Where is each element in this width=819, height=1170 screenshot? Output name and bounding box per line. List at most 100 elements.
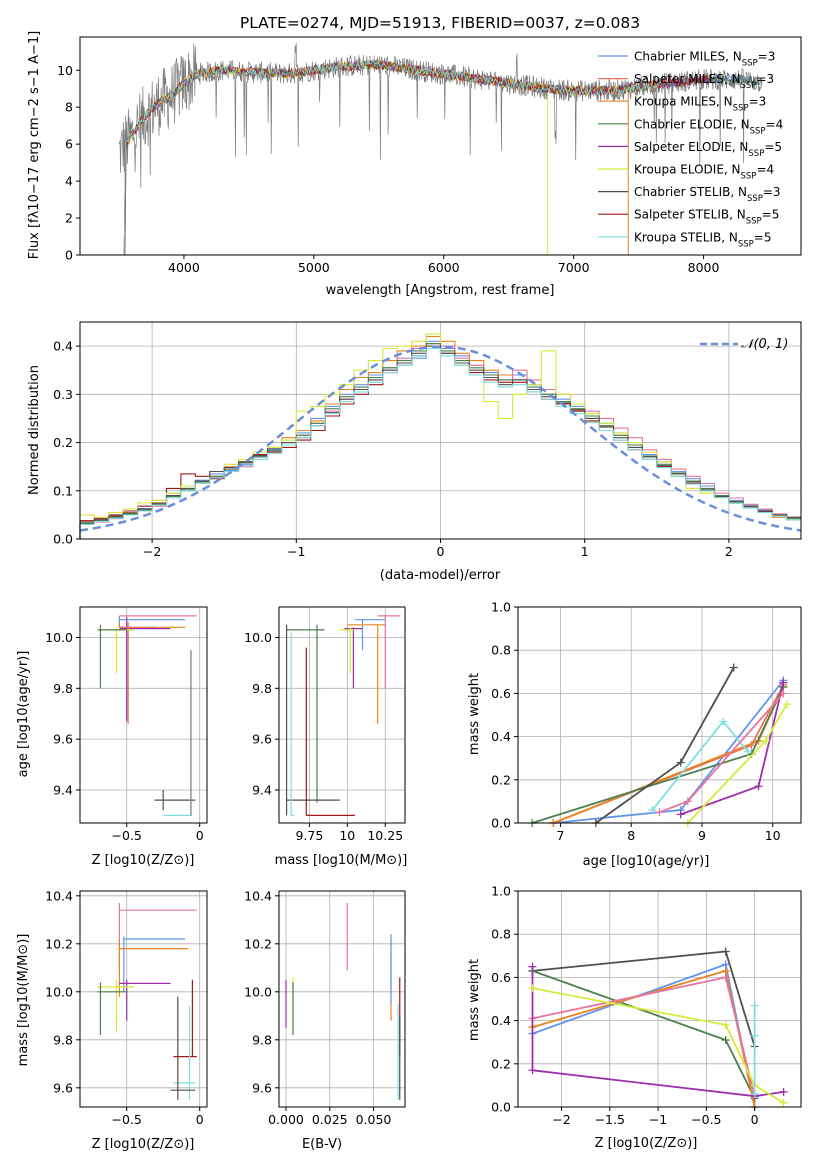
mass-weight-marker xyxy=(676,758,685,767)
mass-vs-extinction-panel: 0.000 0.025 0.050 9.6 9.8 10.0 10.2 10.4 xyxy=(244,888,406,1127)
y-tick-label: 0.6 xyxy=(491,970,511,985)
y-tick-label: 0.0 xyxy=(491,1100,511,1115)
mass-weight-marker xyxy=(779,1087,788,1096)
x-tick-label: −0.5 xyxy=(691,1112,721,1127)
residuals-plot-area xyxy=(79,333,802,539)
model-spectrum-line xyxy=(121,59,659,256)
mass-weight-marker xyxy=(721,947,730,956)
y-tick-label: 0.6 xyxy=(491,686,511,701)
axes-frame xyxy=(278,890,406,1108)
residuals-ylabel: Normed distribution xyxy=(27,365,42,495)
x-tick-label: 7 xyxy=(556,828,564,843)
x-tick-label: 1 xyxy=(581,544,589,559)
axes: 0.000 0.025 0.050 9.6 9.8 10.0 10.2 10.4 xyxy=(244,888,406,1127)
spectrum-plot-area xyxy=(116,42,763,256)
y-tick-label: 10.0 xyxy=(45,984,73,999)
y-tick-label: 9.6 xyxy=(252,732,272,747)
axes: 7 8 9 10 0.0 0.2 0.4 0.6 0.8 1.0 xyxy=(491,600,802,843)
axes: −2 −1.5 −1 −0.5 0 0.0 0.2 0.4 0.6 0.8 1.0 xyxy=(491,884,802,1127)
residual-histogram xyxy=(79,347,801,539)
x-tick-label: 10.25 xyxy=(367,828,403,843)
y-tick-label: 0.2 xyxy=(491,1056,511,1071)
x-tick-label: 5000 xyxy=(298,260,330,275)
y-tick-label: 9.8 xyxy=(53,681,73,696)
y-tick-label: 10.2 xyxy=(244,936,272,951)
x-tick-label: 0.050 xyxy=(356,1112,392,1127)
mass-weight-marker xyxy=(779,689,788,698)
y-tick-label: 10 xyxy=(57,63,73,78)
age-vs-mass-panel: 9.75 10 10.25 9.4 9.6 9.8 10.0 xyxy=(244,606,406,843)
spectrum-axes: 4000 5000 6000 7000 8000 0 2 4 6 8 10 xyxy=(57,36,802,275)
residuals-xlabel: (data-model)/error xyxy=(380,568,501,583)
y-tick-label: 10.0 xyxy=(45,630,73,645)
x-tick-label: 0.000 xyxy=(268,1112,304,1127)
y-tick-label: 6 xyxy=(65,137,73,152)
axes-frame xyxy=(79,890,208,1108)
model-spectrum-line xyxy=(120,60,710,256)
x-tick-label: 8 xyxy=(627,828,635,843)
plot-area xyxy=(97,615,197,816)
y-tick-label: 10.2 xyxy=(45,936,73,951)
mass-weight-vs-metallicity-panel: −2 −1.5 −1 −0.5 0 0.0 0.2 0.4 0.6 0.8 1.0 xyxy=(491,884,802,1127)
y-tick-label: 0.4 xyxy=(491,1013,511,1028)
mass-weight-marker xyxy=(743,747,752,756)
mass-weight-marker xyxy=(721,973,730,982)
y-tick-label: 0.8 xyxy=(491,927,511,942)
mass-weight-marker xyxy=(528,962,537,971)
spectrum-ylabel: Flux [fλ10−17 erg cm−2 s−1 A−1] xyxy=(27,31,42,259)
y-tick-label: 0.4 xyxy=(491,729,511,744)
age-vs-mass-xlabel: mass [log10(M/M⊙)] xyxy=(275,853,408,868)
plot-area xyxy=(285,903,401,1100)
x-tick-label: −0.5 xyxy=(112,828,142,843)
figure-title: PLATE=0274, MJD=51913, FIBERID=0037, z=0… xyxy=(240,14,640,32)
y-tick-label: 9.8 xyxy=(252,1032,272,1047)
mass-weight-marker xyxy=(750,1031,759,1040)
y-tick-label: 0.0 xyxy=(491,816,511,831)
normal-reference-curve xyxy=(79,345,802,532)
mass-weight-marker xyxy=(729,663,738,672)
axes-frame xyxy=(517,890,802,1108)
x-tick-label: 0.025 xyxy=(312,1112,348,1127)
x-tick-label: −1 xyxy=(649,1112,667,1127)
mass-vs-metallicity-xlabel: Z [log10(Z/Z⊙)] xyxy=(92,1137,195,1152)
x-tick-label: 0 xyxy=(751,1112,759,1127)
mass-weight-vs-age-xlabel: age [log10(age/yr)] xyxy=(583,854,710,869)
y-tick-label: 10.0 xyxy=(244,630,272,645)
mass-weight-marker xyxy=(779,678,788,687)
y-tick-label: 9.6 xyxy=(252,1080,272,1095)
mass-weight-vs-age-ylabel: mass weight xyxy=(467,673,482,755)
mass-vs-metallicity-panel: −0.5 0 9.6 9.8 10.0 10.2 10.4 xyxy=(45,888,208,1127)
mass-weight-vs-age-panel: 7 8 9 10 0.0 0.2 0.4 0.6 0.8 1.0 xyxy=(491,600,802,843)
mass-weight-marker xyxy=(676,810,685,819)
axes-frame xyxy=(278,606,406,824)
y-tick-label: 4 xyxy=(65,174,73,189)
mass-weight-marker xyxy=(750,1001,759,1010)
mass-weight-marker xyxy=(528,984,537,993)
mass-vs-extinction-xlabel: E(B-V) xyxy=(302,1137,342,1152)
axes: 9.75 10 10.25 9.4 9.6 9.8 10.0 xyxy=(244,606,406,843)
x-tick-label: 0 xyxy=(196,1112,204,1127)
x-tick-label: 0 xyxy=(196,828,204,843)
y-tick-label: 0.0 xyxy=(53,532,73,547)
x-tick-label: −2 xyxy=(143,544,161,559)
residuals-axes: −2 −1 0 1 2 0.0 0.1 0.2 0.3 0.4 xyxy=(53,321,802,559)
x-tick-label: 10 xyxy=(339,828,355,843)
mass-weight-marker xyxy=(655,808,664,817)
mass-weight-marker xyxy=(721,1036,730,1045)
mass-weight-line xyxy=(532,987,785,1104)
normal-curve-legend-label: 𝒩(0, 1) xyxy=(741,337,788,352)
y-tick-label: 1.0 xyxy=(491,600,511,615)
residuals-panel: 𝒩(0, 1) −2 −1 0 1 2 0.0 0.1 0.2 0.3 0.4 (data-mod… xyxy=(27,321,802,583)
y-tick-label: 9.6 xyxy=(53,732,73,747)
plot-area xyxy=(97,903,197,1100)
y-tick-label: 0.2 xyxy=(491,772,511,787)
y-tick-label: 0.8 xyxy=(491,643,511,658)
y-tick-label: 0.3 xyxy=(53,387,73,402)
x-tick-label: −0.5 xyxy=(112,1112,142,1127)
plot-area xyxy=(528,947,788,1111)
mass-weight-marker xyxy=(750,1090,759,1099)
axes: −0.5 0 9.4 9.6 9.8 10.0 xyxy=(45,606,208,843)
x-tick-label: 2 xyxy=(725,544,733,559)
gridlines xyxy=(279,891,405,1107)
